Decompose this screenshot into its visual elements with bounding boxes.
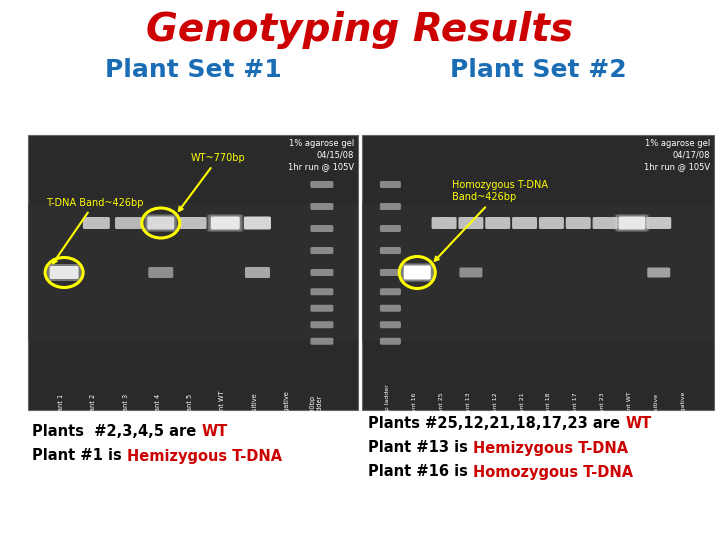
FancyBboxPatch shape: [148, 267, 174, 278]
FancyBboxPatch shape: [145, 214, 177, 232]
Text: Plant 13: Plant 13: [466, 392, 471, 418]
FancyBboxPatch shape: [310, 288, 333, 295]
Text: Plant 1: Plant 1: [58, 394, 64, 416]
Text: Plant 2: Plant 2: [90, 393, 96, 417]
FancyBboxPatch shape: [404, 266, 431, 280]
Text: Plant Set #1: Plant Set #1: [104, 58, 282, 82]
Text: Plant 18: Plant 18: [546, 392, 552, 418]
Text: 100bp
ladder: 100bp ladder: [309, 394, 322, 416]
FancyBboxPatch shape: [566, 217, 590, 229]
FancyBboxPatch shape: [245, 267, 270, 278]
Text: 1% agarose gel
04/15/08
1hr run @ 105V: 1% agarose gel 04/15/08 1hr run @ 105V: [288, 139, 354, 172]
FancyBboxPatch shape: [380, 203, 401, 210]
Text: Hemizygous T-DNA: Hemizygous T-DNA: [127, 449, 282, 463]
FancyBboxPatch shape: [614, 214, 650, 232]
FancyBboxPatch shape: [47, 264, 81, 281]
FancyBboxPatch shape: [310, 321, 333, 328]
Text: Plant 17: Plant 17: [573, 392, 578, 418]
FancyBboxPatch shape: [143, 214, 179, 232]
Text: Plant WT: Plant WT: [627, 391, 632, 419]
FancyBboxPatch shape: [148, 217, 174, 230]
FancyBboxPatch shape: [45, 264, 83, 281]
Text: 100bp ladder: 100bp ladder: [385, 384, 390, 426]
Text: Plant 4: Plant 4: [155, 393, 161, 417]
FancyBboxPatch shape: [431, 217, 456, 229]
FancyBboxPatch shape: [83, 217, 110, 229]
Text: Genotyping Results: Genotyping Results: [146, 11, 574, 49]
FancyBboxPatch shape: [401, 264, 433, 281]
FancyBboxPatch shape: [310, 338, 333, 345]
Text: Plant #13 is: Plant #13 is: [368, 441, 473, 456]
Text: Plant 3: Plant 3: [122, 394, 129, 416]
FancyBboxPatch shape: [380, 181, 401, 188]
FancyBboxPatch shape: [380, 288, 401, 295]
FancyBboxPatch shape: [310, 203, 333, 210]
Text: Plant 23: Plant 23: [600, 392, 605, 418]
FancyBboxPatch shape: [616, 214, 648, 232]
Text: Plant #1 is: Plant #1 is: [32, 449, 127, 463]
FancyBboxPatch shape: [485, 217, 510, 229]
FancyBboxPatch shape: [310, 247, 333, 254]
FancyBboxPatch shape: [28, 135, 358, 410]
Text: Plants #25,12,21,18,17,23 are: Plants #25,12,21,18,17,23 are: [368, 416, 625, 431]
FancyBboxPatch shape: [380, 338, 401, 345]
FancyBboxPatch shape: [50, 266, 78, 279]
FancyBboxPatch shape: [539, 217, 564, 229]
Text: 1% agarose gel
04/17/08
1hr run @ 105V: 1% agarose gel 04/17/08 1hr run @ 105V: [644, 139, 710, 172]
Text: WT: WT: [202, 424, 228, 440]
FancyBboxPatch shape: [310, 181, 333, 188]
Text: Plants  #2,3,4,5 are: Plants #2,3,4,5 are: [32, 424, 202, 440]
Text: Positive: Positive: [251, 392, 258, 418]
FancyBboxPatch shape: [647, 217, 671, 229]
FancyBboxPatch shape: [310, 269, 333, 276]
FancyBboxPatch shape: [380, 305, 401, 312]
Text: Plant WT: Plant WT: [219, 390, 225, 420]
FancyBboxPatch shape: [115, 217, 142, 229]
Text: Plant 21: Plant 21: [520, 392, 525, 418]
FancyBboxPatch shape: [362, 204, 714, 341]
Text: Homozygous T-DNA
Band~426bp: Homozygous T-DNA Band~426bp: [435, 180, 548, 261]
FancyBboxPatch shape: [310, 305, 333, 312]
FancyBboxPatch shape: [400, 264, 436, 281]
FancyBboxPatch shape: [244, 217, 271, 230]
FancyBboxPatch shape: [208, 214, 242, 232]
FancyBboxPatch shape: [179, 217, 207, 229]
FancyBboxPatch shape: [618, 217, 645, 230]
FancyBboxPatch shape: [310, 225, 333, 232]
FancyBboxPatch shape: [647, 267, 670, 278]
FancyBboxPatch shape: [211, 217, 240, 230]
Text: Plant Set #2: Plant Set #2: [450, 58, 626, 82]
FancyBboxPatch shape: [512, 217, 537, 229]
FancyBboxPatch shape: [459, 267, 482, 278]
Text: Homozygous T-DNA: Homozygous T-DNA: [473, 464, 633, 480]
Text: Negative: Negative: [284, 390, 289, 420]
Text: WT~770bp: WT~770bp: [179, 153, 246, 211]
Text: Plant 5: Plant 5: [187, 393, 193, 417]
FancyBboxPatch shape: [380, 247, 401, 254]
Text: Plant 12: Plant 12: [492, 392, 498, 418]
Text: Positive: Positive: [654, 393, 659, 417]
Text: Plant #16 is: Plant #16 is: [368, 464, 473, 480]
FancyBboxPatch shape: [380, 269, 401, 276]
FancyBboxPatch shape: [380, 225, 401, 232]
FancyBboxPatch shape: [362, 135, 714, 410]
FancyBboxPatch shape: [206, 214, 244, 232]
Text: WT: WT: [625, 416, 652, 431]
Text: Hemizygous T-DNA: Hemizygous T-DNA: [473, 441, 628, 456]
Text: Plant 16: Plant 16: [413, 392, 418, 418]
FancyBboxPatch shape: [593, 217, 618, 229]
FancyBboxPatch shape: [380, 321, 401, 328]
Text: T-DNA Band~426bp: T-DNA Band~426bp: [46, 198, 143, 264]
FancyBboxPatch shape: [28, 204, 358, 341]
Text: Negative: Negative: [680, 391, 685, 419]
Text: Plant 25: Plant 25: [439, 392, 444, 418]
FancyBboxPatch shape: [459, 217, 483, 229]
